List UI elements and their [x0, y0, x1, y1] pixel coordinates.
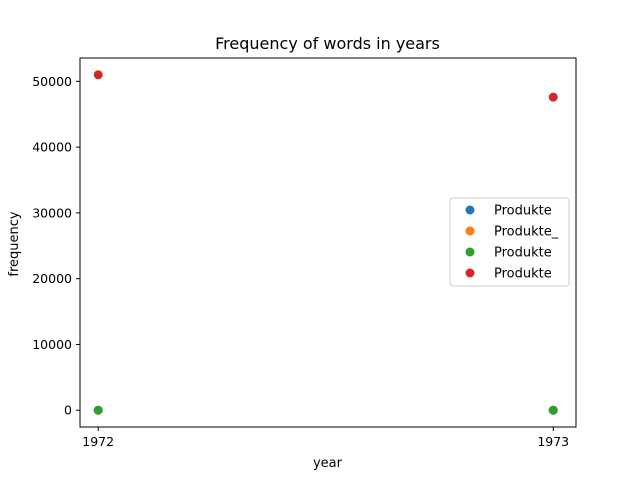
x-tick-label: 1973: [537, 434, 569, 449]
x-axis-label: year: [313, 456, 343, 471]
legend-marker: [465, 205, 475, 215]
y-tick-label: 10000: [32, 337, 72, 352]
legend-marker: [465, 247, 475, 257]
data-point: [548, 405, 558, 415]
y-tick-label: 50000: [32, 74, 72, 89]
y-axis: 0 10000 20000 30000 40000 50000: [32, 74, 80, 418]
data-point: [93, 405, 103, 415]
legend-label: Produkte: [494, 246, 552, 261]
y-tick-label: 20000: [32, 271, 72, 286]
legend-marker: [465, 226, 475, 236]
data-point: [93, 70, 103, 80]
legend-label: Produkte: [494, 204, 552, 219]
legend-label: Produkte_: [494, 225, 559, 240]
plot-area: [79, 57, 577, 428]
chart-title: Frequency of words in years: [215, 34, 440, 53]
legend: Produkte Produkte_ Produkte Produkte: [449, 197, 570, 287]
y-tick-label: 30000: [32, 205, 72, 220]
legend-label: Produkte: [494, 267, 552, 282]
data-point: [548, 92, 558, 102]
data-points: [93, 70, 558, 415]
y-tick-label: 40000: [32, 140, 72, 155]
y-tick-label: 0: [64, 403, 72, 418]
legend-marker: [465, 268, 475, 278]
legend-box: [449, 197, 570, 287]
x-tick-label: 1972: [82, 434, 114, 449]
y-axis-label: frequency: [7, 211, 22, 277]
x-axis: 1972 1973: [82, 427, 569, 449]
plot-frame: [79, 57, 577, 428]
